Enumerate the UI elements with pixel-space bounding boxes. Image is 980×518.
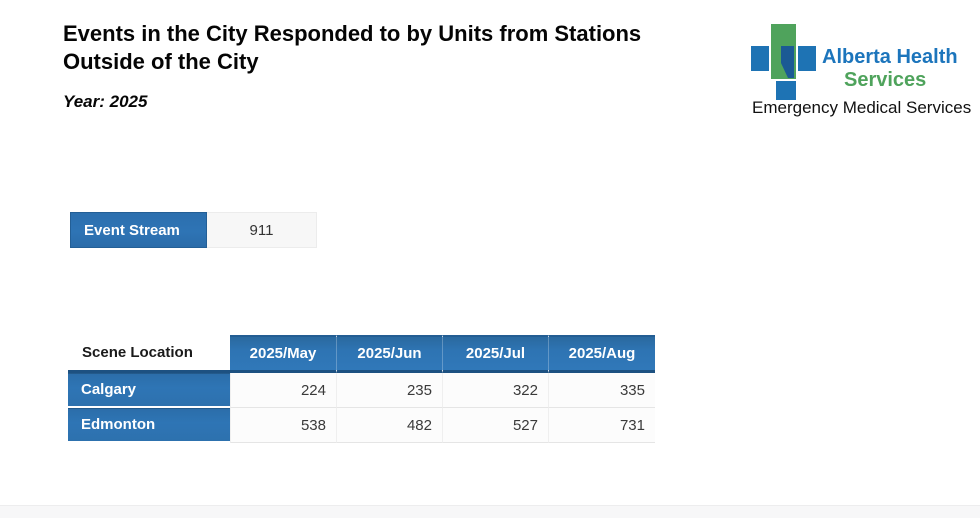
- column-header-may: 2025/May: [230, 335, 336, 373]
- column-header-aug: 2025/Aug: [548, 335, 655, 373]
- column-header-jun: 2025/Jun: [336, 335, 442, 373]
- ahs-cross-icon: [751, 24, 816, 100]
- events-by-month-table: Scene Location 2025/May 2025/Jun 2025/Ju…: [68, 335, 655, 443]
- logo-text-services: Services: [844, 69, 927, 91]
- table-cell-calgary-may: 224: [230, 373, 336, 408]
- event-stream-filter-label: Event Stream: [70, 212, 207, 248]
- table-cell-calgary-aug: 335: [548, 373, 655, 408]
- table-cell-edmonton-may: 538: [230, 408, 336, 443]
- event-stream-filter: Event Stream 911: [70, 212, 317, 248]
- table-cell-edmonton-jun: 482: [336, 408, 442, 443]
- table-cell-edmonton-aug: 731: [548, 408, 655, 443]
- page-title: Events in the City Responded to by Units…: [63, 21, 642, 74]
- table-cell-edmonton-jul: 527: [442, 408, 548, 443]
- report-year-subtitle: Year: 2025: [63, 92, 148, 111]
- logo-tagline-ems: Emergency Medical Services: [752, 98, 972, 117]
- event-stream-filter-value[interactable]: 911: [207, 212, 317, 248]
- table-cell-calgary-jun: 235: [336, 373, 442, 408]
- logo-text-alberta-health: Alberta Health: [822, 46, 958, 68]
- ahs-logo: [751, 22, 817, 107]
- column-header-jul: 2025/Jul: [442, 335, 548, 373]
- table-corner-header: Scene Location: [68, 335, 230, 373]
- bottom-edge-strip: [0, 505, 980, 518]
- row-header-calgary: Calgary: [68, 373, 230, 408]
- table-cell-calgary-jul: 322: [442, 373, 548, 408]
- row-header-edmonton: Edmonton: [68, 408, 230, 443]
